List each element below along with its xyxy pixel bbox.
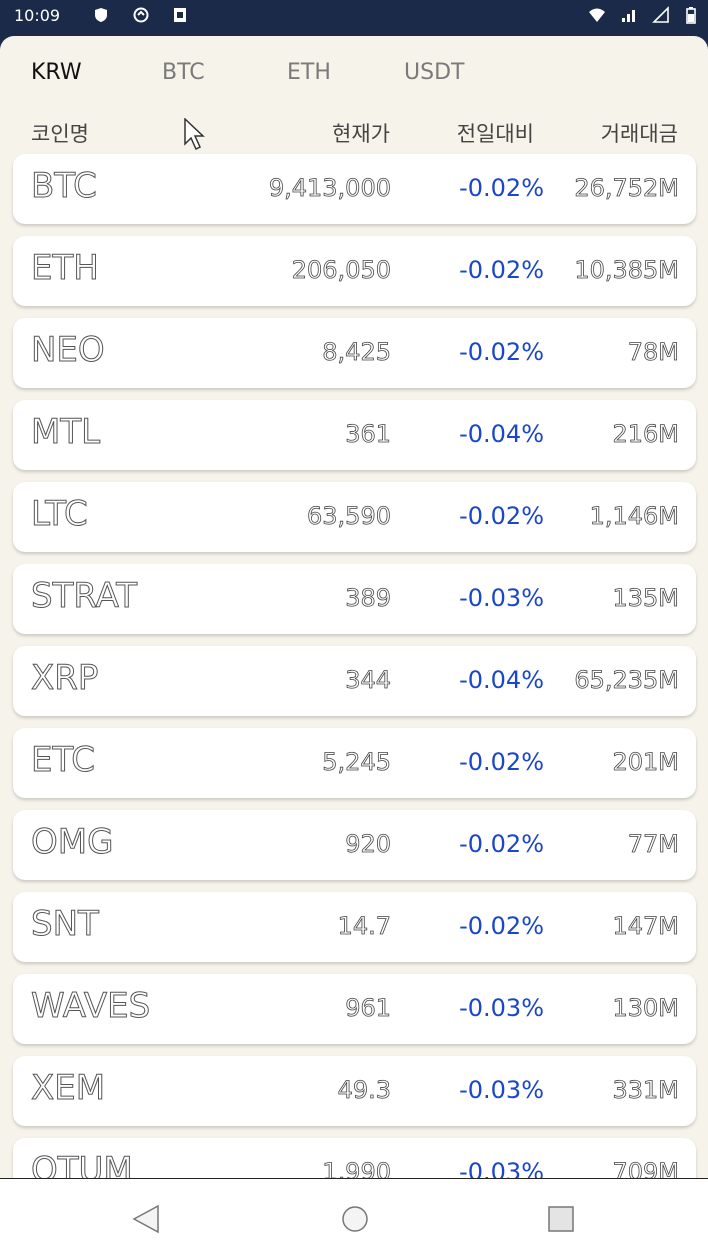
coin-name: ETC bbox=[31, 740, 96, 781]
coin-row[interactable]: LTC 63,590 -0.02% 1,146M bbox=[13, 482, 696, 552]
coin-name: LTC bbox=[31, 494, 89, 535]
coin-price: 5,245 bbox=[322, 748, 392, 777]
tab-eth[interactable]: ETH bbox=[287, 60, 331, 85]
coin-price: 961 bbox=[345, 994, 392, 1023]
column-header-change[interactable]: 전일대비 bbox=[456, 122, 534, 146]
coin-name: BTC bbox=[31, 166, 98, 207]
coin-name: XEM bbox=[30, 1068, 106, 1109]
coin-name: QTUM bbox=[31, 1150, 134, 1179]
coin-change: -0.02% bbox=[459, 912, 544, 940]
coin-price: 8,425 bbox=[322, 338, 392, 367]
mouse-cursor-icon bbox=[184, 118, 205, 151]
battery-icon bbox=[686, 7, 696, 24]
tab-btc[interactable]: BTC bbox=[162, 60, 205, 85]
home-circle-icon[interactable] bbox=[339, 1203, 371, 1235]
coin-price: 389 bbox=[345, 584, 392, 613]
signal-icon bbox=[622, 10, 635, 22]
coin-change: -0.02% bbox=[459, 338, 544, 366]
column-header-price[interactable]: 현재가 bbox=[332, 122, 390, 146]
tab-usdt[interactable]: USDT bbox=[404, 60, 465, 85]
coin-volume: 26,752M bbox=[574, 174, 679, 203]
navigation-bar bbox=[0, 1178, 708, 1257]
coin-row[interactable]: QTUM 1,990 -0.03% 709M bbox=[13, 1138, 696, 1178]
coin-volume: 216M bbox=[612, 420, 679, 449]
coin-name: ETH bbox=[31, 248, 100, 289]
coin-volume: 77M bbox=[627, 830, 679, 859]
coin-change: -0.02% bbox=[459, 256, 544, 284]
coin-price: 49.3 bbox=[337, 1076, 391, 1105]
coin-volume: 130M bbox=[612, 994, 679, 1023]
coin-row[interactable]: XRP 344 -0.04% 65,235M bbox=[13, 646, 696, 716]
coin-change: -0.03% bbox=[459, 994, 544, 1022]
app-content: KRW BTC ETH USDT 코인명 현재가 전일대비 거래대금 BTC 9… bbox=[0, 36, 708, 1178]
coin-name: MTL bbox=[30, 412, 101, 453]
recents-square-icon[interactable] bbox=[545, 1203, 577, 1235]
status-time: 10:09 bbox=[14, 6, 61, 25]
coin-row[interactable]: MTL 361 -0.04% 216M bbox=[13, 400, 696, 470]
coin-change: -0.04% bbox=[459, 420, 544, 448]
coin-volume: 709M bbox=[612, 1158, 679, 1178]
coin-row[interactable]: BTC 9,413,000 -0.02% 26,752M bbox=[13, 154, 696, 224]
wifi-icon bbox=[589, 8, 605, 22]
coin-row[interactable]: ETH 206,050 -0.02% 10,385M bbox=[13, 236, 696, 306]
coin-change: -0.02% bbox=[459, 748, 544, 776]
coin-name: NEO bbox=[31, 330, 106, 371]
coin-volume: 331M bbox=[612, 1076, 679, 1105]
coin-price: 1,990 bbox=[322, 1158, 392, 1178]
coin-volume: 135M bbox=[612, 584, 679, 613]
coin-price: 14.7 bbox=[337, 912, 391, 941]
coin-price: 361 bbox=[345, 420, 392, 449]
coin-row[interactable]: SNT 14.7 -0.02% 147M bbox=[13, 892, 696, 962]
coin-price: 344 bbox=[345, 666, 392, 695]
coin-row[interactable]: OMG 920 -0.02% 77M bbox=[13, 810, 696, 880]
sim-card-icon bbox=[174, 8, 186, 22]
coin-volume: 10,385M bbox=[574, 256, 679, 285]
coin-name: XRP bbox=[30, 658, 99, 699]
cellular-icon bbox=[652, 6, 669, 23]
column-header-volume[interactable]: 거래대금 bbox=[600, 122, 678, 146]
coin-name: OMG bbox=[30, 822, 114, 863]
coin-name: WAVES bbox=[30, 986, 151, 1027]
coin-change: -0.02% bbox=[459, 174, 544, 202]
coin-change: -0.02% bbox=[459, 830, 544, 858]
coin-change: -0.04% bbox=[459, 666, 544, 694]
coin-change: -0.02% bbox=[459, 502, 544, 530]
coin-row[interactable]: STRAT 389 -0.03% 135M bbox=[13, 564, 696, 634]
coin-change: -0.03% bbox=[459, 1158, 544, 1178]
coin-name: SNT bbox=[31, 904, 100, 945]
coin-change: -0.03% bbox=[459, 584, 544, 612]
coin-volume: 201M bbox=[612, 748, 679, 777]
coin-price: 9,413,000 bbox=[268, 174, 391, 203]
coin-row[interactable]: NEO 8,425 -0.02% 78M bbox=[13, 318, 696, 388]
coin-price: 206,050 bbox=[291, 256, 391, 285]
coin-price: 920 bbox=[345, 830, 392, 859]
coin-row[interactable]: XEM 49.3 -0.03% 331M bbox=[13, 1056, 696, 1126]
coin-price: 63,590 bbox=[307, 502, 392, 531]
status-bar: 10:09 bbox=[0, 0, 708, 36]
coin-volume: 147M bbox=[612, 912, 679, 941]
back-triangle-icon[interactable] bbox=[130, 1203, 162, 1235]
tab-krw[interactable]: KRW bbox=[31, 60, 82, 85]
coin-row[interactable]: ETC 5,245 -0.02% 201M bbox=[13, 728, 696, 798]
currency-tabs: KRW BTC ETH USDT bbox=[0, 60, 708, 92]
sync-icon bbox=[133, 7, 149, 23]
coin-name: STRAT bbox=[31, 576, 138, 617]
coin-volume: 1,146M bbox=[589, 502, 679, 531]
coin-volume: 78M bbox=[627, 338, 679, 367]
coin-volume: 65,235M bbox=[574, 666, 679, 695]
column-header-name[interactable]: 코인명 bbox=[31, 122, 89, 146]
coin-change: -0.03% bbox=[459, 1076, 544, 1104]
shield-icon bbox=[95, 8, 107, 22]
coin-row[interactable]: WAVES 961 -0.03% 130M bbox=[13, 974, 696, 1044]
